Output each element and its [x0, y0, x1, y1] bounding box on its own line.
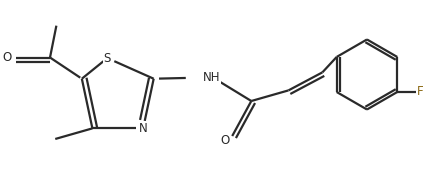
Text: O: O: [220, 134, 230, 147]
Text: NH: NH: [202, 71, 220, 84]
Text: N: N: [139, 122, 147, 135]
Text: O: O: [2, 51, 11, 64]
Text: F: F: [417, 85, 424, 98]
Text: S: S: [104, 52, 111, 65]
